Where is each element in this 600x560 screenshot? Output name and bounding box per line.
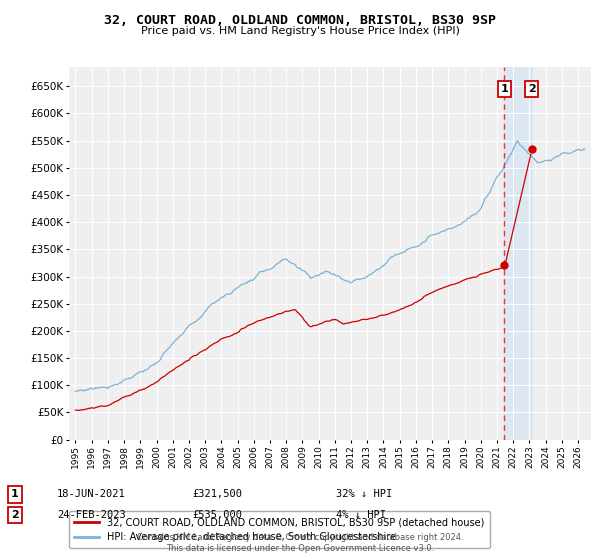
Text: Contains HM Land Registry data © Crown copyright and database right 2024.: Contains HM Land Registry data © Crown c… xyxy=(137,533,463,542)
Legend: 32, COURT ROAD, OLDLAND COMMON, BRISTOL, BS30 9SP (detached house), HPI: Average: 32, COURT ROAD, OLDLAND COMMON, BRISTOL,… xyxy=(68,511,490,548)
Text: 2: 2 xyxy=(11,510,19,520)
Text: 1: 1 xyxy=(11,489,19,500)
Text: 32% ↓ HPI: 32% ↓ HPI xyxy=(336,489,392,500)
Text: This data is licensed under the Open Government Licence v3.0.: This data is licensed under the Open Gov… xyxy=(166,544,434,553)
Text: £321,500: £321,500 xyxy=(192,489,242,500)
Text: 32, COURT ROAD, OLDLAND COMMON, BRISTOL, BS30 9SP: 32, COURT ROAD, OLDLAND COMMON, BRISTOL,… xyxy=(104,14,496,27)
Text: 18-JUN-2021: 18-JUN-2021 xyxy=(57,489,126,500)
Text: 1: 1 xyxy=(500,84,508,94)
Bar xyxy=(505,67,532,440)
Text: Price paid vs. HM Land Registry's House Price Index (HPI): Price paid vs. HM Land Registry's House … xyxy=(140,26,460,36)
Text: 24-FEB-2023: 24-FEB-2023 xyxy=(57,510,126,520)
Text: £535,000: £535,000 xyxy=(192,510,242,520)
Text: 4% ↓ HPI: 4% ↓ HPI xyxy=(336,510,386,520)
Text: 2: 2 xyxy=(528,84,536,94)
